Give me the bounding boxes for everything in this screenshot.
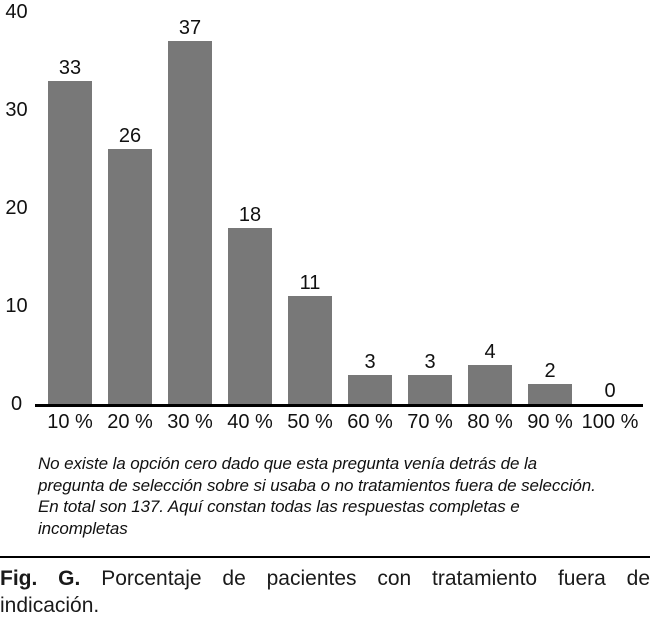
caption-text: Porcentaje de pacientes con tratamiento … [101, 567, 650, 590]
bar-slot: 26 [100, 0, 160, 404]
bar-value-label: 3 [424, 350, 436, 373]
caption-divider [0, 556, 650, 558]
bar-chart: 0 10 20 30 40 33 26 37 18 11 3 3 4 2 0 10 % 20 % 30 % 40… [0, 0, 643, 435]
bar-slot: 18 [220, 0, 280, 404]
bar-slot: 2 [520, 0, 580, 404]
bar-slot: 3 [340, 0, 400, 404]
caption-line-1: Fig. G. Porcentaje de pacientes con trat… [0, 565, 650, 592]
x-tick-label: 100 % [581, 411, 639, 433]
bar-value-label: 33 [58, 56, 82, 79]
bar-slot: 33 [40, 0, 100, 404]
bar [288, 296, 332, 404]
x-tick-label: 30 % [167, 411, 213, 433]
x-tick-label: 40 % [227, 411, 273, 433]
bar-value-label: 11 [299, 272, 321, 295]
bar-value-label: 18 [238, 203, 262, 226]
footnote-line: No existe la opción cero dado que esta p… [38, 454, 538, 473]
bar-value-label: 3 [364, 350, 376, 373]
bar-slot: 4 [460, 0, 520, 404]
figure-caption: Fig. G. Porcentaje de pacientes con trat… [0, 565, 650, 619]
footnote-line: pregunta de selección sobre si usaba o n… [38, 475, 596, 495]
y-tick-label: 20 [5, 197, 28, 219]
x-tick-label: 60 % [347, 411, 393, 433]
bar-value-label: 26 [118, 125, 142, 148]
caption-line-2: indicación. [0, 594, 100, 617]
x-axis-labels: 10 % 20 % 30 % 40 % 50 % 60 % 70 % 80 % 90 % 100 … [40, 411, 640, 433]
bar-value-label: 37 [178, 17, 202, 40]
caption-label: Fig. G. [0, 567, 81, 590]
bar [348, 374, 392, 404]
y-tick-label: 10 [5, 295, 28, 317]
bar [48, 80, 92, 404]
y-tick-label: 0 [10, 393, 23, 415]
x-tick-label: 10 % [47, 411, 93, 433]
x-tick-label: 70 % [407, 411, 453, 433]
y-axis-labels: 0 10 20 30 40 [0, 0, 33, 435]
bar [408, 374, 452, 404]
bar-value-label: 2 [544, 360, 556, 383]
y-tick-label: 40 [5, 1, 28, 23]
x-tick-label: 50 % [287, 411, 333, 433]
footnote: No existe la opción cero dado que esta p… [38, 453, 650, 539]
x-tick-label: 20 % [107, 411, 153, 433]
bar-slot: 11 [280, 0, 340, 404]
bar [528, 384, 572, 404]
bar-value-label: 0 [604, 380, 616, 402]
bar-slot: 3 [400, 0, 460, 404]
bar-slot: 37 [160, 0, 220, 404]
bars: 33 26 37 18 11 3 3 4 2 0 [40, 0, 640, 404]
bar [468, 364, 512, 404]
bar [168, 41, 212, 404]
bar [228, 227, 272, 404]
bar [108, 149, 152, 404]
x-tick-label: 80 % [467, 411, 513, 433]
y-tick-label: 30 [5, 99, 28, 121]
x-axis-line [35, 404, 643, 407]
x-tick-label: 90 % [527, 411, 573, 433]
footnote-line: incompletas [38, 518, 128, 538]
footnote-line: En total son 137. Aquí constan todas las… [38, 497, 520, 516]
bar-slot: 0 [580, 0, 640, 404]
bar-value-label: 4 [484, 340, 496, 363]
